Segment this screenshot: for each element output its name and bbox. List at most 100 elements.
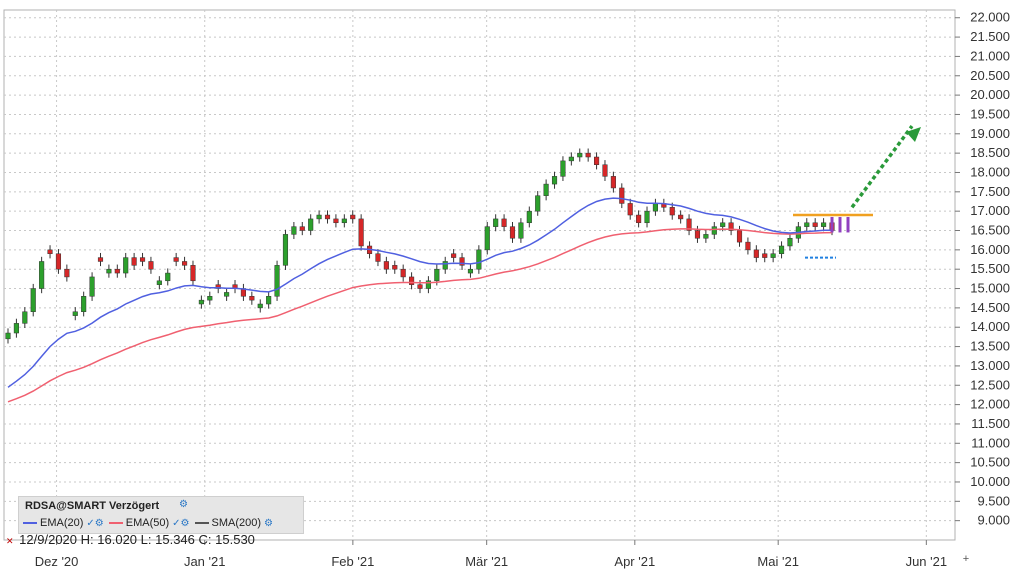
candle-body — [97, 257, 104, 262]
ohlc-close-value: 15.530 — [215, 532, 255, 547]
x-tick-label: Mai '21 — [757, 554, 799, 569]
legend-sma200-label[interactable]: SMA(200) — [211, 517, 262, 529]
candle-body — [81, 296, 87, 313]
x-tick-label: Feb '21 — [331, 554, 374, 569]
candle-body — [711, 226, 717, 235]
candle-body — [728, 222, 734, 231]
y-tick-label: 15.500 — [970, 261, 1010, 276]
trend-arrow-line — [850, 125, 914, 209]
candle-body — [358, 218, 364, 247]
candle-body — [619, 187, 625, 204]
candle-body — [123, 257, 129, 274]
candle-body — [467, 268, 474, 274]
candle-body — [812, 222, 818, 227]
candle-body — [324, 214, 331, 220]
ohlc-high-value: 16.020 — [97, 532, 138, 547]
candle-body — [148, 261, 154, 270]
candle-body — [745, 241, 751, 251]
candle-body — [560, 160, 566, 177]
y-tick-label: 12.500 — [970, 377, 1010, 392]
candle-body — [5, 332, 11, 340]
candle-body — [55, 253, 62, 270]
candle-body — [249, 296, 255, 301]
candle-body — [207, 296, 213, 301]
candle-body — [308, 218, 314, 231]
y-tick-label: 17.000 — [970, 203, 1010, 218]
ohlc-low-value: 15.346 — [155, 532, 195, 547]
candle-body — [804, 222, 810, 227]
candle-body — [652, 203, 658, 212]
sma200-swatch — [194, 522, 209, 524]
x-tick-label: Jun '21 — [906, 554, 948, 569]
candle-body — [291, 226, 297, 235]
x-tick-label: Dez '20 — [35, 554, 79, 569]
candle-body — [736, 230, 743, 243]
candle-body — [493, 218, 499, 227]
candle-body — [47, 249, 53, 254]
close-icon[interactable]: ✕ — [6, 536, 14, 546]
settings-icon[interactable]: ⚙ — [179, 499, 188, 510]
candle-body — [703, 234, 709, 239]
candle-body — [753, 249, 759, 258]
candle-body — [694, 230, 701, 239]
y-tick-label: 20.500 — [970, 68, 1010, 83]
candle-body — [333, 218, 339, 224]
candle-body — [198, 299, 204, 305]
ema20-line — [7, 197, 833, 388]
candle-body — [173, 257, 179, 262]
y-tick-label: 21.500 — [970, 29, 1010, 44]
candle-body — [476, 249, 482, 270]
y-tick-label: 21.000 — [970, 48, 1010, 63]
candle-body — [669, 207, 675, 216]
ohlc-date: 12/9/2020 — [19, 532, 78, 547]
candle-body — [543, 183, 549, 196]
candle-body — [610, 176, 616, 189]
y-tick-label: 20.000 — [970, 87, 1010, 102]
candle-body — [602, 164, 608, 177]
candle-body — [720, 222, 726, 227]
candle-body — [13, 323, 19, 334]
legend-ema50-label[interactable]: EMA(50) — [125, 517, 170, 529]
add-icon: + — [963, 553, 969, 565]
candle-body — [535, 195, 541, 212]
candle-body — [182, 261, 188, 266]
candle-body — [434, 268, 440, 282]
ohlc-low-label: L: — [140, 532, 152, 547]
y-tick-label: 15.000 — [970, 281, 1010, 296]
y-tick-label: 18.500 — [970, 145, 1010, 160]
y-tick-label: 9.500 — [977, 493, 1010, 508]
candle-body — [350, 214, 356, 220]
legend-ema20-label[interactable]: EMA(20) — [40, 517, 84, 529]
plot-frame — [3, 9, 956, 541]
candle-body — [417, 284, 423, 289]
candle-body — [316, 214, 322, 220]
y-tick-label: 19.000 — [970, 126, 1010, 141]
candle-body — [636, 214, 642, 224]
ohlc-high-label: H: — [80, 532, 94, 547]
y-tick-label: 22.000 — [970, 10, 1010, 25]
candle-body — [577, 152, 583, 158]
candle-body — [678, 214, 684, 220]
candle-body — [392, 265, 398, 270]
ema20-swatch — [23, 522, 37, 524]
candle-body — [594, 156, 600, 165]
candle-body — [375, 253, 381, 262]
check-icon[interactable]: ✓⚙ — [86, 517, 104, 529]
check-icon[interactable]: ✓⚙ — [172, 517, 190, 529]
chart-legend[interactable]: RDSA@SMART Verzögert ⚙ EMA(20) ✓⚙ EMA(50… — [18, 496, 304, 534]
y-tick-label: 12.000 — [970, 397, 1010, 412]
y-tick-label: 10.500 — [970, 455, 1010, 470]
candle-body — [165, 272, 171, 282]
legend-items: EMA(20) ✓⚙ EMA(50) ✓⚙ SMA(200) ⚙ — [23, 517, 275, 529]
x-tick-label: Apr '21 — [614, 554, 655, 569]
settings-icon[interactable]: ⚙ — [264, 517, 273, 529]
y-tick-label: 16.500 — [970, 223, 1010, 238]
candle-body — [190, 265, 196, 282]
candle-body — [442, 261, 448, 270]
candle-body — [568, 156, 574, 162]
candle-body — [400, 268, 406, 278]
candle-body — [518, 222, 524, 239]
candle-body — [224, 292, 230, 297]
candle-body — [509, 226, 516, 239]
